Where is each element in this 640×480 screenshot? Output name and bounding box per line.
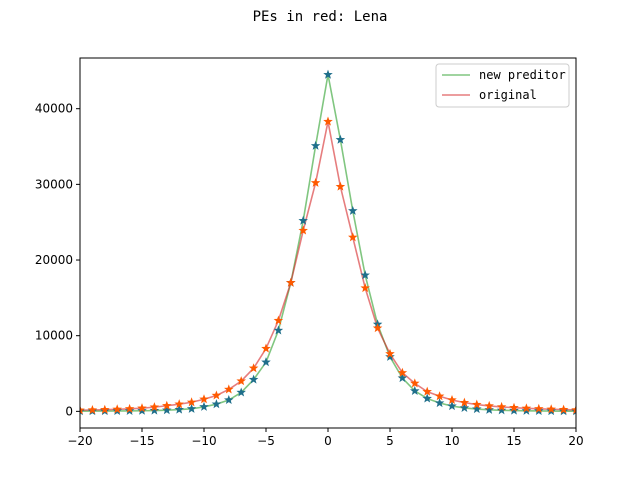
x-tick-label: −20 — [67, 434, 92, 448]
legend: new preditor original — [435, 63, 570, 108]
chart-title: PEs in red: Lena — [253, 9, 388, 25]
data-point-1 — [80, 405, 85, 415]
y-tick-label: 40000 — [35, 102, 73, 116]
data-point-0 — [335, 134, 346, 144]
x-tick-label: 5 — [386, 434, 394, 448]
data-point-1 — [472, 399, 482, 409]
data-point-0 — [496, 405, 507, 415]
x-tick-label: −5 — [257, 434, 275, 448]
data-point-0 — [248, 374, 259, 384]
data-point-1 — [273, 315, 284, 325]
data-point-1 — [100, 404, 110, 414]
data-point-1 — [484, 400, 494, 410]
x-tick-label: 10 — [444, 434, 459, 448]
data-point-1 — [248, 363, 259, 373]
y-tick-label: 30000 — [35, 177, 73, 191]
data-point-1 — [124, 403, 135, 413]
data-point-0 — [422, 393, 432, 403]
data-point-0 — [509, 405, 519, 415]
data-point-0 — [298, 215, 308, 225]
data-point-1 — [372, 323, 383, 333]
data-point-1 — [459, 397, 470, 407]
data-point-1 — [137, 403, 147, 413]
data-point-0 — [459, 402, 470, 412]
data-point-1 — [323, 116, 333, 126]
data-point-1 — [162, 400, 172, 410]
data-point-0 — [385, 351, 395, 361]
y-tick-label: 10000 — [35, 329, 73, 343]
data-point-0 — [186, 403, 197, 413]
data-point-0 — [348, 205, 358, 215]
data-point-1 — [261, 343, 271, 353]
data-point-0 — [323, 69, 333, 79]
data-point-0 — [472, 404, 482, 414]
data-point-0 — [447, 401, 457, 411]
data-point-1 — [149, 402, 160, 412]
data-point-1 — [571, 404, 576, 414]
data-point-1 — [174, 399, 184, 409]
x-tick-label: 20 — [568, 434, 583, 448]
x-tick-label: −15 — [129, 434, 154, 448]
data-point-0 — [162, 405, 172, 415]
x-tick-label: 0 — [324, 434, 332, 448]
data-point-0 — [310, 140, 321, 150]
x-tick-label: −10 — [191, 434, 216, 448]
y-tick-label: 20000 — [35, 253, 73, 267]
data-point-1 — [434, 391, 445, 401]
data-point-1 — [87, 404, 98, 415]
plot-area — [80, 58, 576, 428]
y-tick-label: 0 — [65, 404, 73, 418]
data-point-0 — [199, 401, 209, 411]
data-point-1 — [509, 402, 519, 412]
data-point-1 — [410, 378, 420, 388]
data-point-0 — [211, 399, 222, 409]
data-point-1 — [360, 283, 370, 293]
data-point-1 — [310, 177, 321, 187]
legend-label-0: new preditor — [479, 68, 566, 82]
data-point-0 — [571, 406, 576, 416]
data-point-0 — [236, 387, 246, 397]
data-point-1 — [211, 390, 222, 400]
plot-frame — [79, 57, 577, 429]
data-point-1 — [558, 404, 569, 414]
data-point-1 — [348, 232, 358, 242]
data-point-1 — [546, 404, 556, 414]
data-point-0 — [360, 270, 370, 280]
data-point-0 — [410, 385, 420, 395]
legend-label-1: original — [479, 88, 537, 102]
data-point-1 — [534, 403, 544, 413]
data-point-1 — [112, 404, 122, 414]
data-point-1 — [422, 386, 432, 396]
data-point-0 — [149, 405, 160, 415]
data-point-0 — [261, 357, 271, 367]
data-point-1 — [286, 277, 296, 287]
data-point-0 — [224, 395, 234, 405]
data-point-1 — [236, 376, 246, 386]
series-layer — [80, 69, 576, 416]
data-point-0 — [174, 404, 184, 414]
data-point-1 — [447, 395, 457, 405]
data-point-1 — [385, 348, 395, 358]
data-point-1 — [186, 397, 197, 407]
data-point-1 — [521, 403, 532, 413]
data-point-1 — [224, 384, 234, 394]
data-point-1 — [298, 225, 308, 235]
data-point-1 — [496, 401, 507, 411]
data-point-0 — [273, 325, 284, 335]
data-point-1 — [199, 394, 209, 404]
data-point-0 — [484, 404, 494, 414]
x-tick-label: 15 — [506, 434, 521, 448]
data-point-0 — [397, 373, 408, 383]
data-point-0 — [434, 398, 445, 408]
axes-layer: −20 −15 −10 −5 0 5 10 15 20 0 10000 20000 30000 40000 — [35, 102, 584, 448]
data-point-1 — [335, 181, 346, 191]
data-point-1 — [397, 367, 408, 377]
